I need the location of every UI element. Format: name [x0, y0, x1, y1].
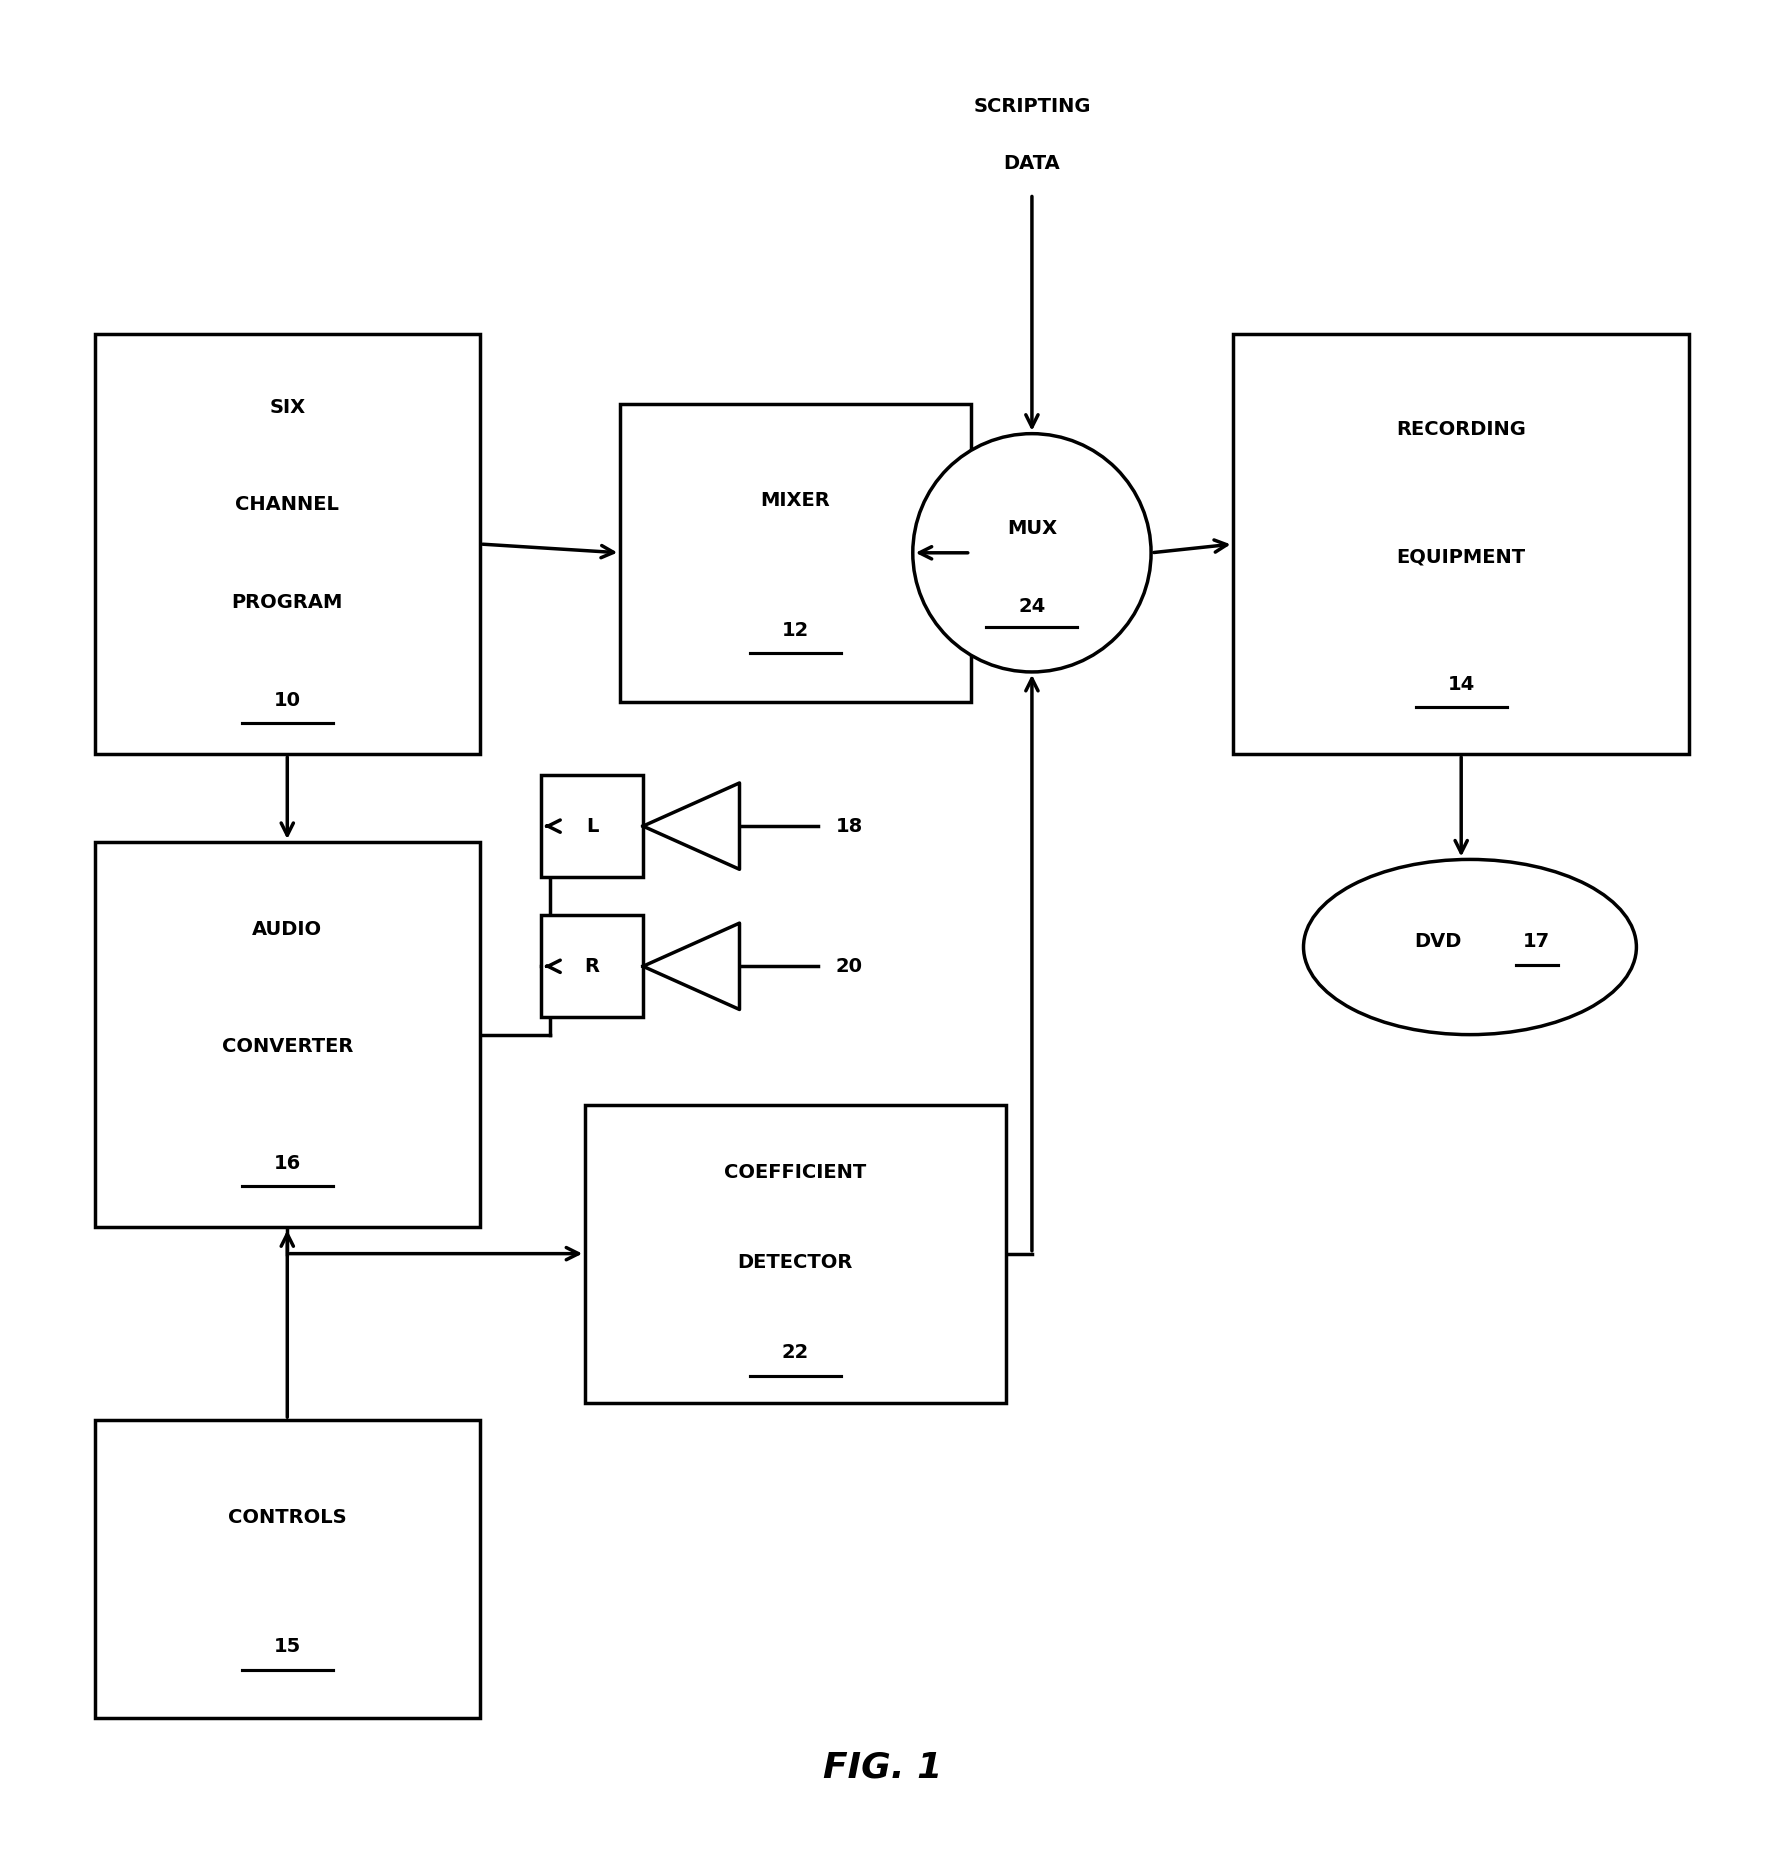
Text: DETECTOR: DETECTOR — [738, 1253, 853, 1272]
Text: L: L — [586, 816, 599, 837]
Text: PROGRAM: PROGRAM — [231, 593, 343, 612]
Text: 12: 12 — [782, 621, 809, 639]
Text: COEFFICIENT: COEFFICIENT — [724, 1164, 867, 1182]
Text: DVD: DVD — [1415, 931, 1462, 952]
Text: SIX: SIX — [268, 398, 306, 416]
Text: 16: 16 — [274, 1154, 300, 1173]
Text: MIXER: MIXER — [761, 491, 830, 511]
Text: R: R — [585, 957, 600, 976]
Text: 14: 14 — [1448, 675, 1475, 693]
Text: 24: 24 — [1019, 597, 1045, 615]
Text: CONTROLS: CONTROLS — [228, 1508, 346, 1526]
Text: 18: 18 — [835, 816, 864, 837]
Text: 22: 22 — [782, 1344, 809, 1363]
Bar — [620, 403, 971, 701]
Text: RECORDING: RECORDING — [1397, 420, 1526, 439]
Text: 17: 17 — [1522, 931, 1551, 952]
Text: 20: 20 — [835, 957, 864, 976]
Text: AUDIO: AUDIO — [253, 920, 323, 939]
Text: 10: 10 — [274, 692, 300, 710]
Text: FIG. 1: FIG. 1 — [823, 1749, 943, 1785]
Text: CHANNEL: CHANNEL — [235, 494, 339, 515]
Text: DATA: DATA — [1003, 154, 1060, 173]
Bar — [542, 915, 643, 1017]
Ellipse shape — [913, 433, 1151, 671]
Text: CONVERTER: CONVERTER — [221, 1037, 353, 1056]
Text: EQUIPMENT: EQUIPMENT — [1397, 547, 1526, 567]
Bar — [1233, 335, 1688, 755]
Bar — [95, 335, 480, 755]
Bar — [542, 775, 643, 877]
Text: 15: 15 — [274, 1638, 300, 1656]
Ellipse shape — [1303, 859, 1637, 1035]
Text: SCRIPTING: SCRIPTING — [973, 97, 1091, 115]
Bar — [95, 1420, 480, 1718]
Text: MUX: MUX — [1007, 519, 1058, 539]
Bar — [585, 1104, 1005, 1402]
Bar — [95, 842, 480, 1227]
